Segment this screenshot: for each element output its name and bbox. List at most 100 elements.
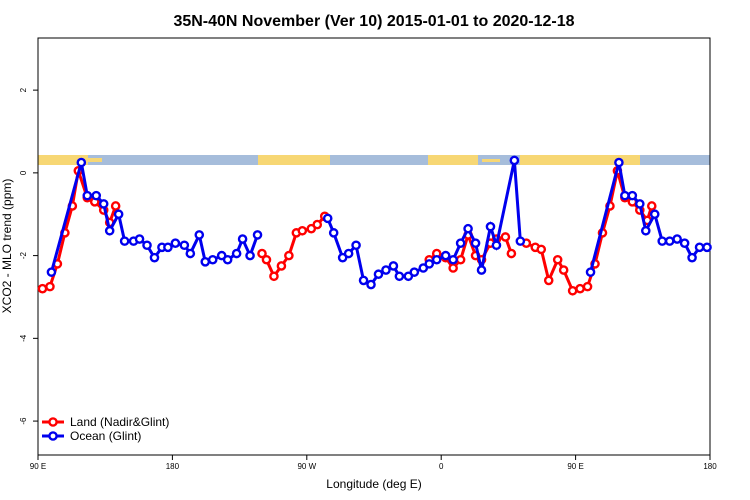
data-point — [575, 283, 585, 294]
data-point — [200, 257, 211, 267]
data-point — [702, 242, 712, 253]
x-tick-label: 180 — [703, 462, 717, 471]
data-point — [231, 248, 242, 259]
data-point — [149, 252, 160, 263]
data-point — [509, 155, 520, 166]
data-point — [448, 263, 458, 273]
y-tick-label: -2 — [19, 251, 28, 259]
data-point — [119, 236, 130, 246]
legend-label: Land (Nadir&Glint) — [70, 415, 169, 429]
data-point — [351, 240, 361, 251]
data-point — [257, 248, 267, 259]
y-tick-label: 0 — [19, 170, 28, 175]
x-tick-label: 90 W — [297, 462, 316, 471]
data-point — [448, 254, 458, 265]
data-point — [664, 236, 675, 246]
data-point — [261, 254, 272, 265]
data-point — [672, 234, 682, 244]
data-point — [485, 221, 496, 232]
data-point — [635, 199, 645, 209]
data-point — [687, 252, 697, 263]
data-point — [424, 259, 435, 269]
y-axis-label: XCO2 - MLO trend (ppm) — [0, 179, 14, 314]
data-point — [170, 238, 181, 248]
y-tick-label: 2 — [19, 87, 28, 92]
data-point — [179, 240, 190, 251]
map-strip — [38, 155, 710, 165]
data-point — [134, 234, 145, 244]
data-point — [506, 248, 517, 259]
data-point — [82, 190, 93, 201]
data-point — [312, 219, 323, 230]
data-point — [431, 254, 442, 265]
data-point — [440, 250, 451, 261]
data-point — [76, 157, 87, 168]
y-tick-label: -4 — [19, 334, 28, 342]
data-point — [113, 209, 124, 220]
data-point — [694, 242, 705, 253]
x-tick-label: 180 — [166, 462, 180, 471]
data-point — [476, 265, 487, 275]
data-point — [237, 234, 248, 244]
plot-frame — [37, 37, 711, 456]
data-point — [222, 254, 233, 265]
data-point — [110, 201, 121, 211]
x-tick-label: 0 — [439, 462, 444, 471]
data-point — [297, 225, 308, 236]
data-point — [536, 244, 547, 255]
y-tick-label: -6 — [19, 417, 28, 425]
data-point — [649, 209, 660, 220]
x-tick-label: 90 E — [567, 462, 583, 471]
data-point — [567, 285, 578, 296]
chart-title: 35N-40N November (Ver 10) 2015-01-01 to … — [173, 13, 574, 30]
data-point — [381, 265, 391, 275]
data-point — [409, 267, 420, 277]
series-line — [49, 160, 708, 287]
data-point — [491, 240, 502, 251]
data-point — [640, 225, 651, 236]
x-axis-label: Longitude (deg E) — [326, 477, 421, 491]
data-point — [185, 248, 196, 259]
data-point — [627, 190, 638, 201]
data-point — [455, 238, 466, 248]
data-point — [614, 157, 624, 168]
legend-marker — [48, 417, 58, 427]
data-point — [470, 238, 481, 248]
legend-label: Ocean (Glint) — [70, 429, 141, 443]
data-point — [245, 250, 255, 261]
data-point — [620, 190, 630, 201]
data-point — [646, 201, 657, 211]
data-point — [394, 271, 405, 282]
x-tick-label: 90 E — [30, 462, 46, 471]
data-point — [328, 228, 339, 238]
data-point — [284, 250, 294, 261]
data-point — [500, 232, 511, 242]
data-point — [543, 275, 554, 286]
data-point — [322, 213, 333, 224]
data-point — [582, 281, 593, 292]
data-point — [142, 240, 152, 251]
data-point — [194, 230, 205, 240]
data-point — [679, 238, 690, 248]
data-point — [104, 225, 115, 236]
data-point — [207, 254, 218, 265]
data-point — [276, 261, 287, 271]
data-point — [98, 199, 109, 209]
data-point — [91, 190, 102, 201]
data-point — [46, 267, 57, 277]
data-point — [163, 242, 173, 253]
data-point — [585, 267, 596, 277]
data-point — [37, 283, 48, 294]
data-point — [252, 230, 263, 240]
data-point — [388, 261, 399, 271]
data-point — [657, 236, 668, 246]
data-point — [552, 254, 563, 265]
data-point — [343, 248, 354, 259]
data-point — [455, 254, 466, 265]
data-point — [269, 271, 279, 282]
data-point — [558, 265, 569, 275]
data-point — [515, 236, 526, 246]
data-point — [366, 279, 376, 290]
data-point — [373, 269, 384, 280]
